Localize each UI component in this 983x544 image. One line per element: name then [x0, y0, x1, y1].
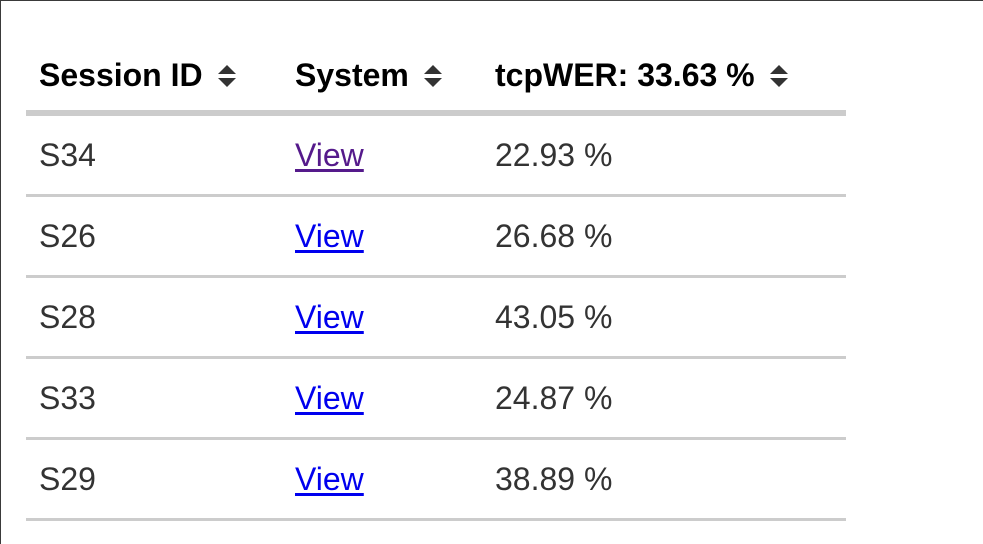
- column-header-label: Session ID: [39, 56, 203, 93]
- system-cell: View: [282, 438, 482, 521]
- session-id-cell: S26: [26, 195, 282, 278]
- table-row: S29 View 38.89 %: [26, 438, 846, 521]
- column-header-label: System: [295, 56, 409, 93]
- sort-up-down-icon[interactable]: [423, 63, 443, 89]
- tcpwer-cell: 24.87 %: [482, 357, 846, 440]
- sort-up-down-icon[interactable]: [769, 63, 789, 89]
- sort-up-down-icon[interactable]: [217, 63, 237, 89]
- tcpwer-cell: 22.93 %: [482, 113, 846, 197]
- session-id-cell: S28: [26, 276, 282, 359]
- table-row: S33 View 24.87 %: [26, 357, 846, 440]
- system-cell: View: [282, 276, 482, 359]
- table-row: S26 View 26.68 %: [26, 195, 846, 278]
- results-table: Session ID System tcpWER: 33.63 % S34 Vi…: [26, 40, 846, 521]
- column-header-session-id[interactable]: Session ID: [26, 40, 282, 116]
- header-row: Session ID System tcpWER: 33.63 %: [26, 40, 846, 116]
- table-row: S28 View 43.05 %: [26, 276, 846, 359]
- session-id-cell: S29: [26, 438, 282, 521]
- tcpwer-cell: 26.68 %: [482, 195, 846, 278]
- tcpwer-cell: 43.05 %: [482, 276, 846, 359]
- system-cell: View: [282, 113, 482, 197]
- column-header-system[interactable]: System: [282, 40, 482, 116]
- system-cell: View: [282, 195, 482, 278]
- session-id-cell: S34: [26, 113, 282, 197]
- tcpwer-cell: 38.89 %: [482, 438, 846, 521]
- session-id-cell: S33: [26, 357, 282, 440]
- view-link[interactable]: View: [295, 460, 364, 497]
- view-link[interactable]: View: [295, 379, 364, 416]
- column-header-label: tcpWER: 33.63 %: [495, 56, 755, 93]
- view-link[interactable]: View: [295, 136, 364, 173]
- system-cell: View: [282, 357, 482, 440]
- column-header-tcpwer[interactable]: tcpWER: 33.63 %: [482, 40, 846, 116]
- table-row: S34 View 22.93 %: [26, 113, 846, 197]
- view-link[interactable]: View: [295, 298, 364, 335]
- view-link[interactable]: View: [295, 217, 364, 254]
